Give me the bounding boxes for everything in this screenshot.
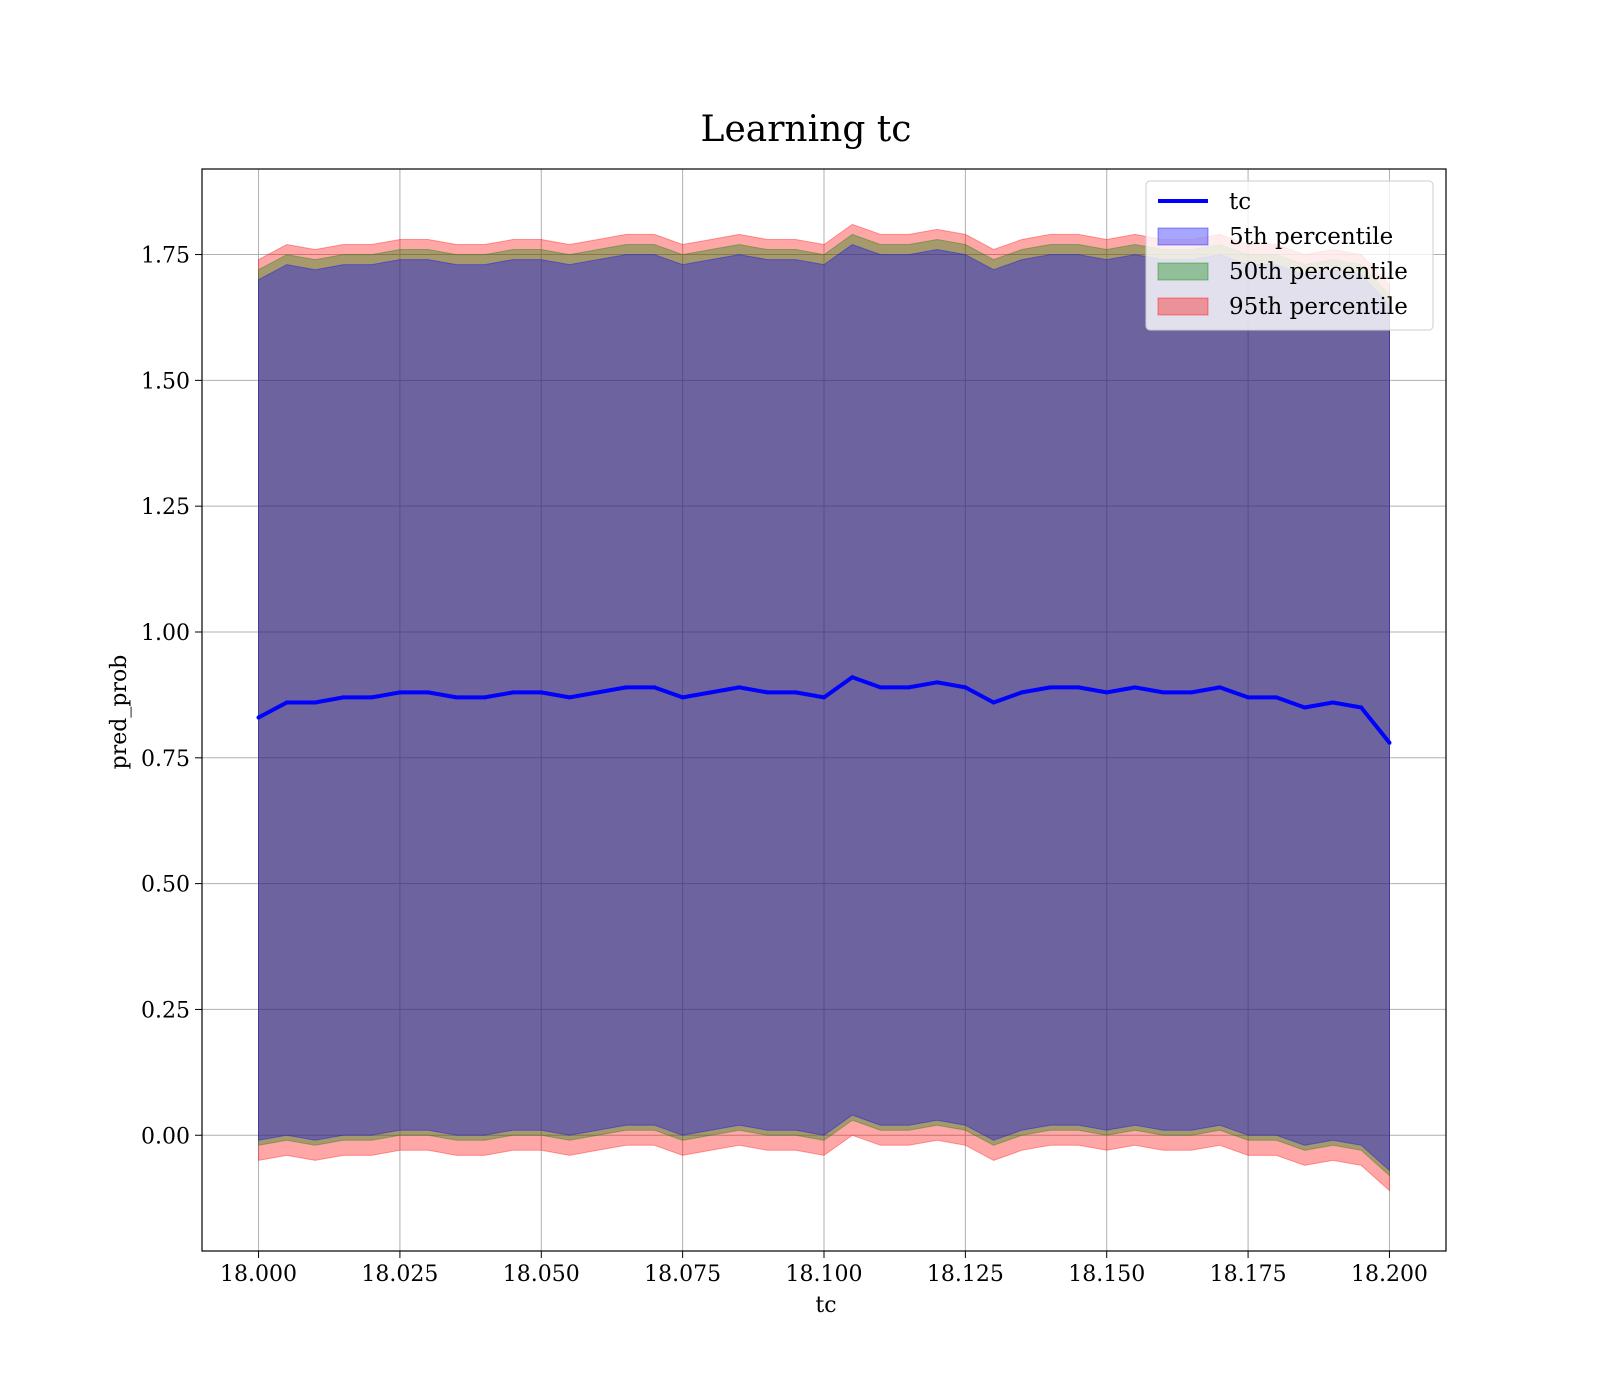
y-tick-label: 1.00 <box>141 621 190 646</box>
legend-label: 5th percentile <box>1229 224 1393 250</box>
x-tick-label: 18.050 <box>503 1262 580 1287</box>
tc-point <box>1019 690 1024 695</box>
y-tick-label: 1.25 <box>141 495 190 520</box>
tc-point <box>793 690 798 695</box>
tc-point <box>624 685 629 690</box>
x-tick-label: 18.000 <box>220 1262 297 1287</box>
x-tick-label: 18.075 <box>644 1262 721 1287</box>
legend-swatch <box>1157 227 1209 246</box>
y-tick-label: 0.25 <box>141 998 190 1023</box>
tc-point <box>1330 700 1335 705</box>
tc-point <box>1387 740 1392 745</box>
tc-point <box>963 685 968 690</box>
x-tick-label: 18.025 <box>361 1262 438 1287</box>
tc-point <box>341 695 346 700</box>
50th-percentile-band <box>258 233 1390 1177</box>
tc-point <box>652 685 657 690</box>
legend-label: 95th percentile <box>1229 294 1408 320</box>
legend-swatch <box>1157 297 1209 316</box>
tc-point <box>1133 685 1137 690</box>
x-axis-ticks: 18.000 18.025 18.050 18.075 18.100 18.125 18.1… <box>220 1251 1428 1287</box>
tc-point <box>1189 690 1194 695</box>
legend: tc 5th percentile 50th percentile 95th perc… <box>1145 180 1434 331</box>
tc-point <box>1302 705 1307 710</box>
y-axis-ticks: 0.00 0.25 0.50 0.75 1.00 1.25 1.50 1.75 <box>141 244 202 1149</box>
tc-point <box>1359 705 1364 710</box>
tc-point <box>1217 685 1222 690</box>
tc-point <box>1076 685 1081 690</box>
y-tick-label: 0.75 <box>141 747 190 772</box>
tc-point <box>369 695 374 700</box>
tc-point <box>935 680 940 685</box>
y-tick-label: 1.75 <box>141 244 190 269</box>
percentile-bands <box>258 223 1390 1192</box>
tc-point <box>1274 695 1279 700</box>
tc-point <box>1104 690 1109 695</box>
tc-point <box>397 690 402 695</box>
tc-point <box>595 690 600 695</box>
tc-point <box>482 695 487 700</box>
y-tick-label: 0.50 <box>141 873 190 898</box>
x-tick-label: 18.200 <box>1351 1262 1428 1287</box>
tc-point <box>511 690 515 695</box>
chart-title: Learning tc <box>701 109 912 150</box>
tc-point <box>765 690 770 695</box>
5th-percentile-band <box>258 243 1390 1172</box>
tc-point <box>454 695 459 700</box>
legend-label: 50th percentile <box>1229 259 1408 285</box>
tc-point <box>822 695 826 700</box>
tc-point <box>1246 695 1251 700</box>
x-tick-label: 18.150 <box>1068 1262 1145 1287</box>
tc-line-layer <box>256 675 1392 745</box>
legend-label: tc <box>1229 189 1251 215</box>
95th-percentile-band <box>258 223 1390 1192</box>
x-tick-label: 18.100 <box>786 1262 863 1287</box>
tc-point <box>567 695 572 700</box>
y-tick-label: 0.00 <box>141 1124 190 1149</box>
x-tick-label: 18.175 <box>1210 1262 1287 1287</box>
tc-point <box>991 700 996 705</box>
tc-point <box>906 685 911 690</box>
legend-box <box>1145 180 1434 331</box>
legend-swatch <box>1157 262 1209 281</box>
tc-point <box>539 690 544 695</box>
tc-point <box>708 690 713 695</box>
y-tick-label: 1.50 <box>141 369 190 394</box>
tc-point <box>313 700 318 705</box>
y-axis-label: pred_prob <box>107 655 132 770</box>
tc-point <box>256 715 261 720</box>
tc-point <box>737 685 742 690</box>
tc-point <box>1048 685 1053 690</box>
tc-point <box>1161 690 1166 695</box>
x-tick-label: 18.125 <box>927 1262 1004 1287</box>
tc-point <box>680 695 685 700</box>
x-axis-label: tc <box>815 1293 836 1318</box>
tc-point <box>878 685 883 690</box>
grid <box>202 169 1446 1251</box>
tc-point <box>850 675 855 680</box>
tc-point <box>284 700 289 705</box>
tc-point <box>426 690 431 695</box>
